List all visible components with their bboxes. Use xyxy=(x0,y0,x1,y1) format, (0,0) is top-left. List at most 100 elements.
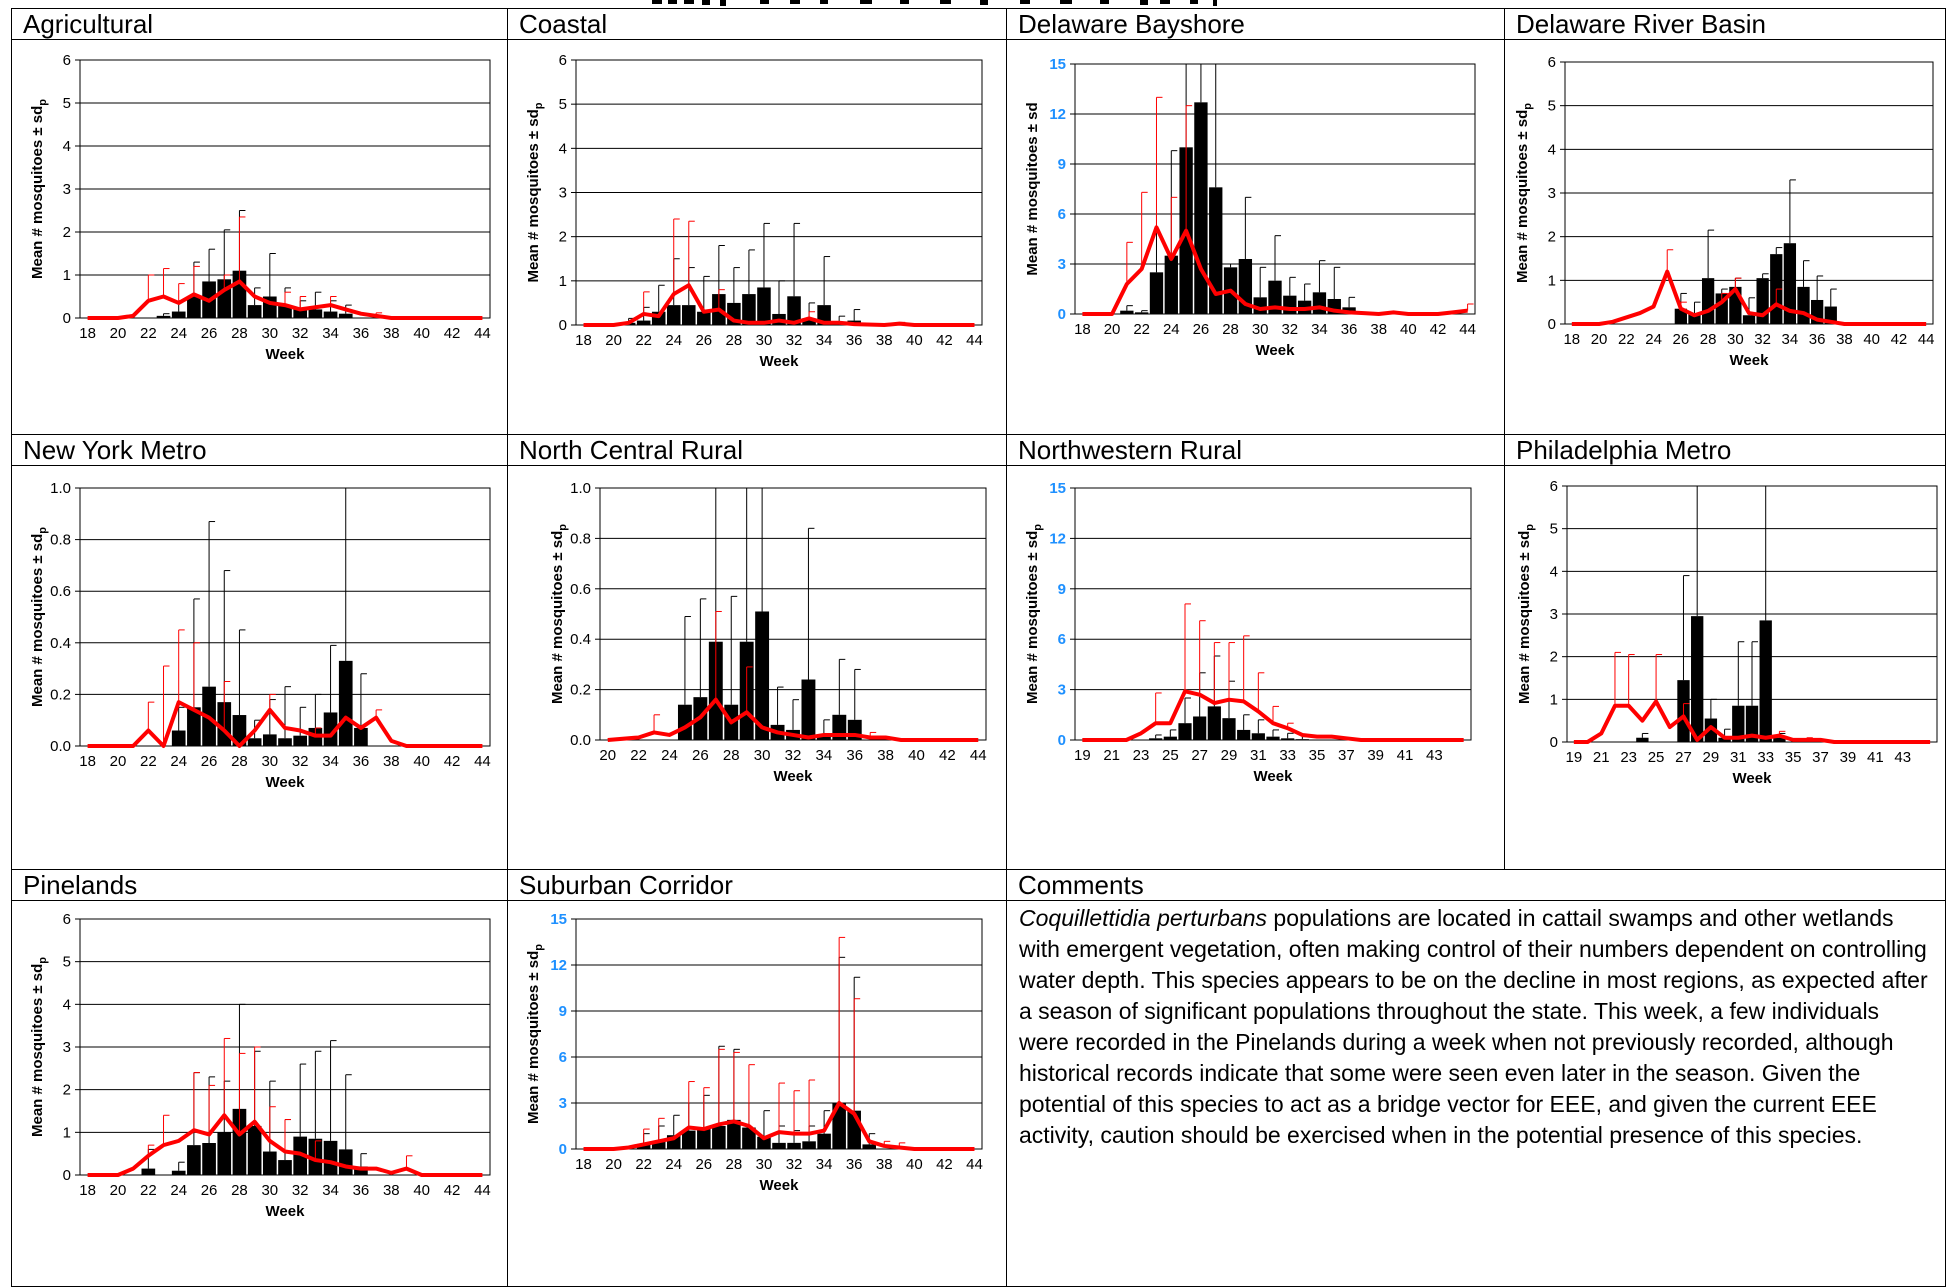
x-tick-label: 22 xyxy=(630,747,647,764)
historical-line xyxy=(607,697,979,742)
x-tick-label: 26 xyxy=(695,332,712,349)
region-title: Pinelands xyxy=(12,870,507,901)
x-tick-label: 38 xyxy=(876,332,893,349)
bar-observed xyxy=(1732,705,1745,742)
bar-observed xyxy=(802,318,816,325)
bar-observed xyxy=(712,1126,726,1149)
x-tick-label: 22 xyxy=(140,753,157,770)
chart-new-york-metro: 0.0 0.2 0.4 0.6 0.8 1.0 18 20 22 24 26 28 30 32 34 36 38… xyxy=(12,466,507,866)
x-tick-label: 29 xyxy=(1221,747,1238,764)
x-tick-label: 21 xyxy=(1103,747,1120,764)
x-tick-label: 43 xyxy=(1426,747,1443,764)
cell-suburban-corridor: Suburban Corridor 0 3 6 9 12 15 18 20 22 24 26 28 30 3… xyxy=(507,869,1007,1287)
y-tick-label: 1 xyxy=(559,273,567,290)
bar-observed xyxy=(1149,272,1164,314)
bar-observed xyxy=(1164,255,1178,314)
cell-new-york-metro: New York Metro 0.0 0.2 0.4 0.6 0.8 1.0 18 20 22 24… xyxy=(11,434,508,870)
historical-line xyxy=(1573,699,1931,744)
x-tick-label: 18 xyxy=(575,332,592,349)
x-tick-label: 24 xyxy=(1645,331,1662,348)
bar-observed xyxy=(1783,243,1797,324)
bar-observed xyxy=(232,715,247,746)
x-tick-label: 26 xyxy=(201,1182,218,1199)
bar-observed xyxy=(278,738,292,746)
x-tick-label: 36 xyxy=(846,747,863,764)
bar-observed xyxy=(651,1141,666,1149)
region-title: North Central Rural xyxy=(508,435,1006,466)
y-axis-label: Mean # mosquitoes ± sdp xyxy=(525,102,545,282)
x-tick-label: 18 xyxy=(79,753,96,770)
bar-observed xyxy=(338,313,353,318)
historical-line xyxy=(583,283,975,327)
historical-line xyxy=(1082,689,1464,742)
bar-observed xyxy=(1704,718,1718,742)
x-tick-label: 23 xyxy=(1133,747,1150,764)
x-tick-label: 22 xyxy=(635,332,652,349)
x-tick-label: 34 xyxy=(816,1156,833,1173)
y-tick-label: 4 xyxy=(63,996,71,1013)
x-tick-label: 24 xyxy=(170,753,187,770)
y-tick-label: 4 xyxy=(1548,141,1556,158)
y-tick-label: 0.6 xyxy=(570,581,591,598)
x-tick-label: 34 xyxy=(816,747,833,764)
y-tick-label: 0.4 xyxy=(50,635,71,652)
cropped-title-fragment xyxy=(0,0,1949,8)
bar-observed xyxy=(1745,705,1759,742)
x-tick-label: 18 xyxy=(1074,321,1091,338)
x-tick-label: 37 xyxy=(1338,747,1355,764)
y-tick-label: 1 xyxy=(1548,272,1556,289)
chart-suburban-corridor: 0 3 6 9 12 15 18 20 22 24 26 28 30 32 34 36 38 40 42 44 Week… xyxy=(508,901,1006,1281)
y-tick-label: 15 xyxy=(1049,480,1066,497)
y-tick-label: 0.2 xyxy=(50,686,71,703)
region-title: Delaware Bayshore xyxy=(1007,9,1504,40)
y-tick-label: 3 xyxy=(559,1095,567,1112)
comments-text: populations are located in cattail swamp… xyxy=(1019,905,1928,1148)
bar-observed xyxy=(801,679,816,740)
x-tick-label: 24 xyxy=(665,1156,682,1173)
chart-north-central-rural: 0.0 0.2 0.4 0.6 0.8 1.0 20 22 24 26 28 30 32 34 36 38 40… xyxy=(508,466,1006,866)
bar-observed xyxy=(727,1119,741,1149)
historical-line xyxy=(87,1113,483,1177)
y-tick-label: 3 xyxy=(63,1039,71,1056)
x-tick-label: 33 xyxy=(1757,749,1774,766)
x-tick-label: 44 xyxy=(474,753,491,770)
x-tick-label: 27 xyxy=(1191,747,1208,764)
x-tick-label: 44 xyxy=(970,747,987,764)
bar-observed xyxy=(1193,716,1207,740)
x-tick-label: 41 xyxy=(1397,747,1414,764)
bar-observed xyxy=(1135,312,1149,314)
x-tick-label: 40 xyxy=(413,325,430,342)
x-tick-label: 28 xyxy=(1222,321,1239,338)
bar-observed xyxy=(338,1149,353,1175)
x-tick-label: 23 xyxy=(1620,749,1637,766)
x-tick-label: 36 xyxy=(1341,321,1358,338)
bar-observed xyxy=(1194,102,1208,314)
x-tick-label: 32 xyxy=(786,1156,803,1173)
bar-observed xyxy=(1636,737,1649,742)
y-tick-label: 3 xyxy=(1548,185,1556,202)
x-tick-label: 22 xyxy=(140,1182,157,1199)
bar-observed xyxy=(141,1168,156,1175)
x-tick-label: 24 xyxy=(170,325,187,342)
x-tick-label: 31 xyxy=(1250,747,1267,764)
bar-observed xyxy=(1163,736,1177,740)
y-tick-label: 6 xyxy=(1550,478,1558,495)
bar-observed xyxy=(682,305,696,325)
x-tick-label: 40 xyxy=(1400,321,1417,338)
bar-observed xyxy=(682,1130,696,1149)
x-tick-label: 44 xyxy=(1459,321,1476,338)
bar-observed xyxy=(1718,737,1731,742)
bar-observed xyxy=(247,738,262,746)
x-tick-label: 28 xyxy=(723,747,740,764)
bar-observed xyxy=(156,315,171,318)
bar-observed xyxy=(802,1141,816,1149)
y-tick-label: 6 xyxy=(1548,54,1556,71)
region-title: Suburban Corridor xyxy=(508,870,1006,901)
historical-line xyxy=(1571,269,1927,326)
bar-observed xyxy=(293,309,308,318)
x-axis-label: Week xyxy=(1256,342,1296,359)
x-tick-label: 34 xyxy=(322,1182,339,1199)
chart-svg: 0 3 6 9 12 15 19 21 23 25 27 29 31 33 35 37 39 41 43 Week Me… xyxy=(1024,480,1472,785)
bar-observed xyxy=(757,287,771,325)
